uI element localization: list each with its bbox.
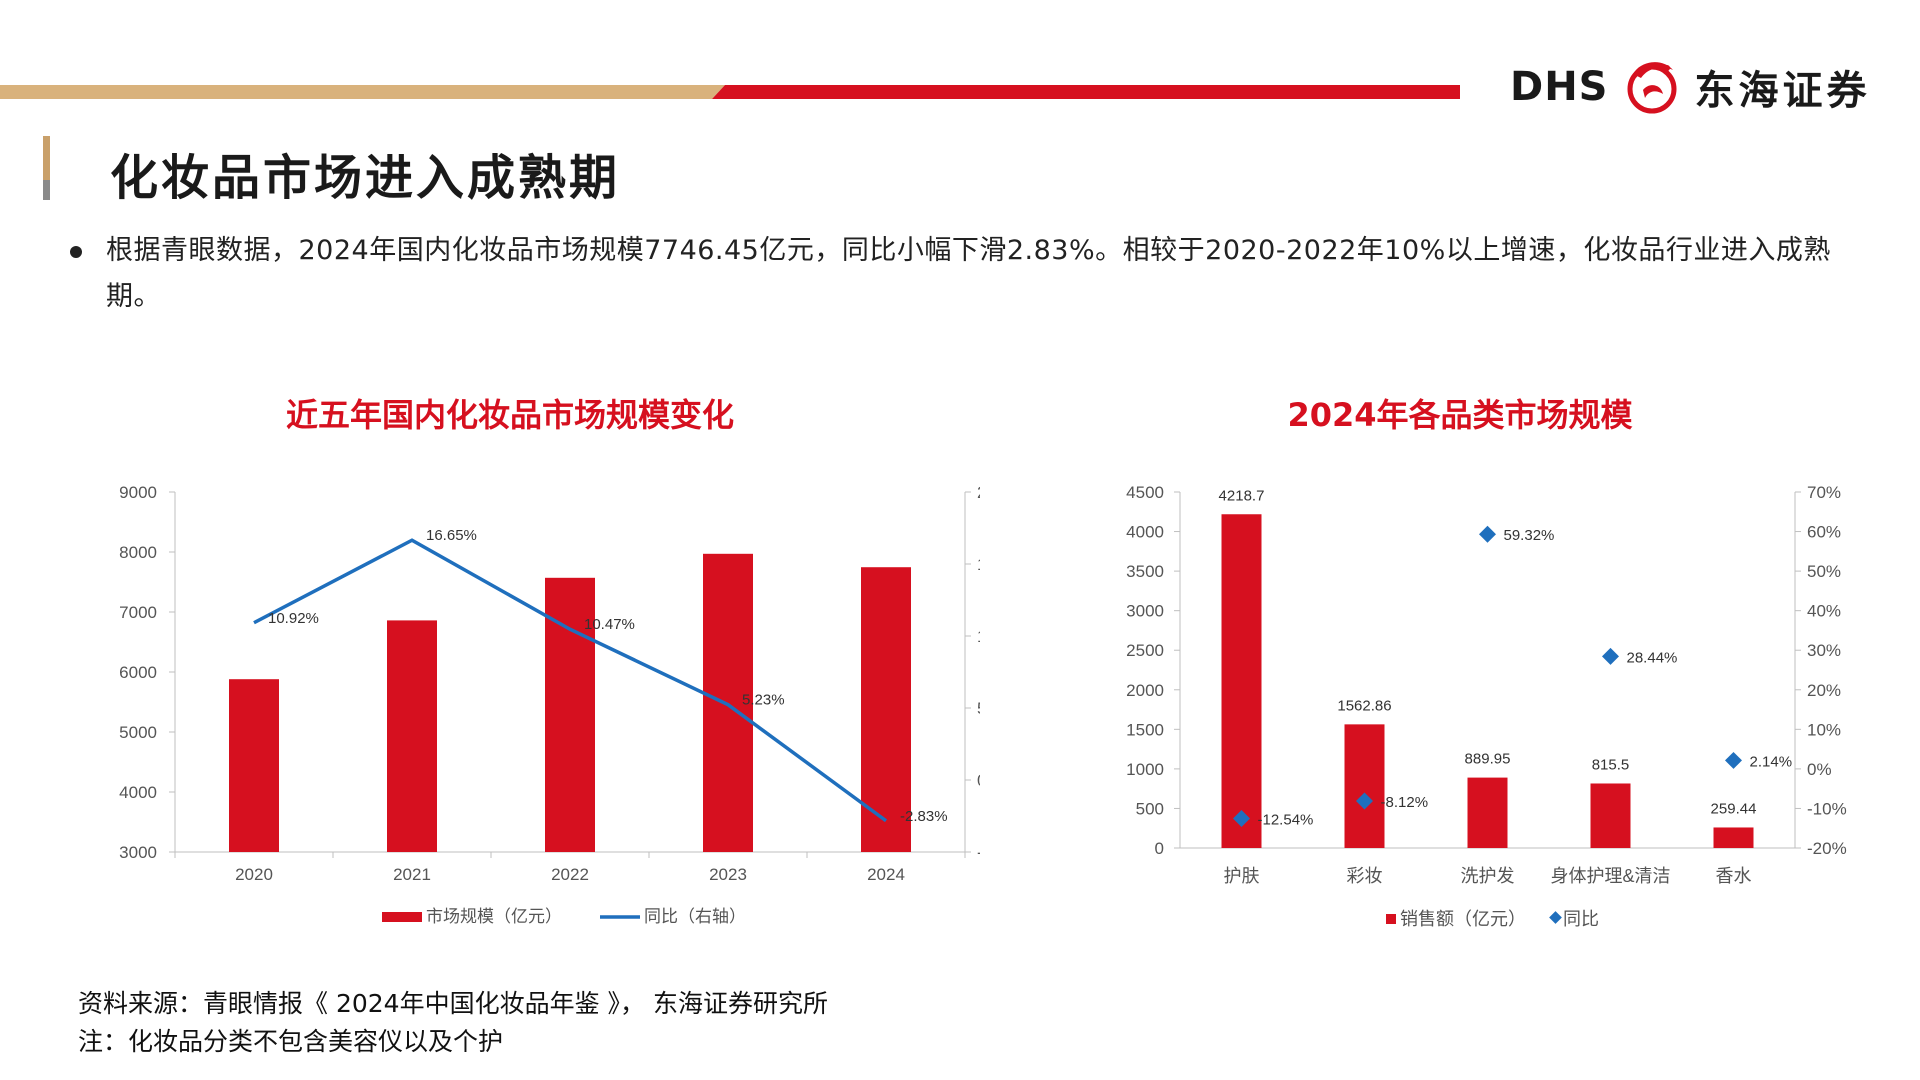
chart2-x-tick-label: 香水 bbox=[1716, 866, 1752, 886]
chart1-right-tick-label: 5% bbox=[977, 699, 980, 718]
chart2-x-tick-label: 护肤 bbox=[1224, 866, 1260, 886]
chart2-left-tick-label: 500 bbox=[1136, 799, 1164, 818]
chart1-x-tick-label: 2020 bbox=[235, 865, 273, 884]
chart1-line-label: 5.23% bbox=[742, 692, 785, 709]
chart2-legend-bar-swatch bbox=[1386, 914, 1396, 924]
chart2-bar bbox=[1221, 514, 1262, 848]
chart1-bar bbox=[861, 567, 911, 852]
chart2-x-tick-label: 洗护发 bbox=[1461, 866, 1515, 886]
chart1-x-tick-label: 2024 bbox=[867, 865, 905, 884]
chart1-right-tick-label: 20% bbox=[977, 483, 980, 502]
chart2-left-tick-label: 2000 bbox=[1126, 681, 1164, 700]
chart2-bar bbox=[1344, 724, 1385, 848]
chart1-right-tick-label: 15% bbox=[977, 555, 980, 574]
chart2-right-tick-label: 50% bbox=[1807, 562, 1841, 581]
chart1-left-tick-label: 3000 bbox=[119, 843, 157, 862]
chart1-right-tick-label: 10% bbox=[977, 627, 980, 646]
header-decorative-bar bbox=[0, 85, 1460, 99]
chart1-left-tick-label: 8000 bbox=[119, 543, 157, 562]
chart2-left-tick-label: 1500 bbox=[1126, 720, 1164, 739]
chart1-series-line bbox=[253, 538, 888, 823]
chart1-x-tick-label: 2022 bbox=[551, 865, 589, 884]
chart1-line-label: -2.83% bbox=[900, 808, 948, 825]
chart2-bar-label: 1562.86 bbox=[1337, 697, 1391, 714]
company-name: 东海证券 bbox=[1694, 68, 1871, 114]
chart2-right-tick-label: 70% bbox=[1807, 483, 1841, 502]
chart2-bar-label: 4218.7 bbox=[1219, 487, 1265, 504]
chart2-left-tick-label: 4500 bbox=[1126, 483, 1164, 502]
chart2-category-size: 0 500 1000 1500 2000 2500 3000 3500 4000 4500 -20%… bbox=[1126, 483, 1847, 929]
chart2-left-tick-label: 0 bbox=[1155, 839, 1164, 858]
chart2-point-label: 59.32% bbox=[1504, 527, 1555, 544]
chart2-bar-label: 889.95 bbox=[1465, 751, 1511, 768]
chart2-bar-label: 815.5 bbox=[1592, 756, 1630, 773]
chart2-bar bbox=[1467, 777, 1508, 848]
chart2-right-tick-label: 0% bbox=[1807, 760, 1832, 779]
title-marker bbox=[43, 136, 50, 200]
chart2-point bbox=[1356, 792, 1373, 810]
chart2-right-tick-label: 60% bbox=[1807, 523, 1841, 542]
source-line: 资料来源：青眼情报《 2024年中国化妆品年鉴 》， 东海证券研究所 bbox=[78, 989, 828, 1018]
chart1-left-tick-label: 9000 bbox=[119, 483, 157, 502]
chart1-line-label: 10.47% bbox=[584, 616, 635, 633]
chart2-point bbox=[1479, 525, 1496, 543]
chart2-point bbox=[1725, 751, 1742, 769]
chart1-x-tick-label: 2023 bbox=[709, 865, 747, 884]
chart1-bar bbox=[545, 577, 595, 852]
chart2-right-tick-label: 30% bbox=[1807, 641, 1841, 660]
chart2-left-tick-label: 3000 bbox=[1126, 602, 1164, 621]
chart2-x-tick-label: 彩妆 bbox=[1347, 866, 1383, 886]
chart2-right-tick-label: 20% bbox=[1807, 681, 1841, 700]
bullet-point: 根据青眼数据，2024年国内化妆品市场规模7746.45亿元，同比小幅下滑2.8… bbox=[70, 228, 1850, 320]
chart1-right-tick-label: -5% bbox=[977, 843, 980, 862]
chart2-bar bbox=[1713, 827, 1754, 848]
bullet-dot-icon bbox=[70, 246, 82, 258]
chart2-left-tick-label: 1000 bbox=[1126, 760, 1164, 779]
chart2-point-label: -8.12% bbox=[1381, 794, 1429, 811]
chart1-legend-line-label: 同比（右轴） bbox=[644, 907, 746, 926]
chart1-left-tick-label: 5000 bbox=[119, 723, 157, 742]
dragon-emblem-icon bbox=[1627, 62, 1676, 114]
chart2-point bbox=[1602, 647, 1619, 665]
chart1-bar bbox=[229, 679, 279, 852]
logo-text: DHS bbox=[1510, 64, 1609, 110]
page-title: 化妆品市场进入成熟期 bbox=[110, 150, 621, 206]
chart2-right-tick-label: 10% bbox=[1807, 720, 1841, 739]
chart1-legend-bar-label: 市场规模（亿元） bbox=[426, 907, 562, 926]
chart1-line-label: 10.92% bbox=[268, 610, 319, 627]
chart1-left-tick-label: 6000 bbox=[119, 663, 157, 682]
bullet-text: 根据青眼数据，2024年国内化妆品市场规模7746.45亿元，同比小幅下滑2.8… bbox=[106, 235, 1831, 312]
chart1-bar bbox=[387, 620, 437, 852]
chart1-line-label: 16.65% bbox=[426, 527, 477, 544]
chart2-x-tick-label: 身体护理&清洁 bbox=[1550, 866, 1670, 886]
chart2-left-tick-label: 2500 bbox=[1126, 641, 1164, 660]
chart2-left-tick-label: 4000 bbox=[1126, 523, 1164, 542]
chart2-right-tick-label: 40% bbox=[1807, 602, 1841, 621]
chart2-point-label: 28.44% bbox=[1627, 649, 1678, 666]
chart2-legend-point-swatch bbox=[1549, 911, 1562, 924]
chart2-point-label: -12.54% bbox=[1258, 811, 1314, 828]
chart2-legend-bar-label: 销售额（亿元） bbox=[1400, 909, 1526, 929]
chart2-legend-point-label: 同比 bbox=[1563, 909, 1599, 929]
chart2-right-tick-label: -10% bbox=[1807, 799, 1847, 818]
chart1-left-tick-label: 4000 bbox=[119, 783, 157, 802]
chart1-legend-bar-swatch bbox=[382, 912, 422, 922]
chart2-left-tick-label: 3500 bbox=[1126, 562, 1164, 581]
chart1-title: 近五年国内化妆品市场规模变化 bbox=[285, 396, 734, 434]
chart2-bar-label: 259.44 bbox=[1711, 800, 1757, 817]
chart1-x-tick-label: 2021 bbox=[393, 865, 431, 884]
note-line: 注：化妆品分类不包含美容仪以及个护 bbox=[78, 1027, 504, 1056]
chart1-right-tick-label: 0% bbox=[977, 771, 980, 790]
chart2-right-tick-label: -20% bbox=[1807, 839, 1847, 858]
chart2-title: 2024年各品类市场规模 bbox=[1287, 396, 1633, 434]
company-logo: DHS 东海证券 bbox=[1510, 52, 1871, 122]
chart1-market-size: 3000 4000 5000 6000 7000 8000 9000 -5% 0% 5% 10% 15… bbox=[119, 483, 980, 926]
chart2-bar bbox=[1590, 783, 1631, 848]
chart2-point-label: 2.14% bbox=[1750, 753, 1793, 770]
chart1-left-tick-label: 7000 bbox=[119, 603, 157, 622]
source-notes: 资料来源：青眼情报《 2024年中国化妆品年鉴 》， 东海证券研究所 注：化妆品… bbox=[78, 985, 828, 1061]
